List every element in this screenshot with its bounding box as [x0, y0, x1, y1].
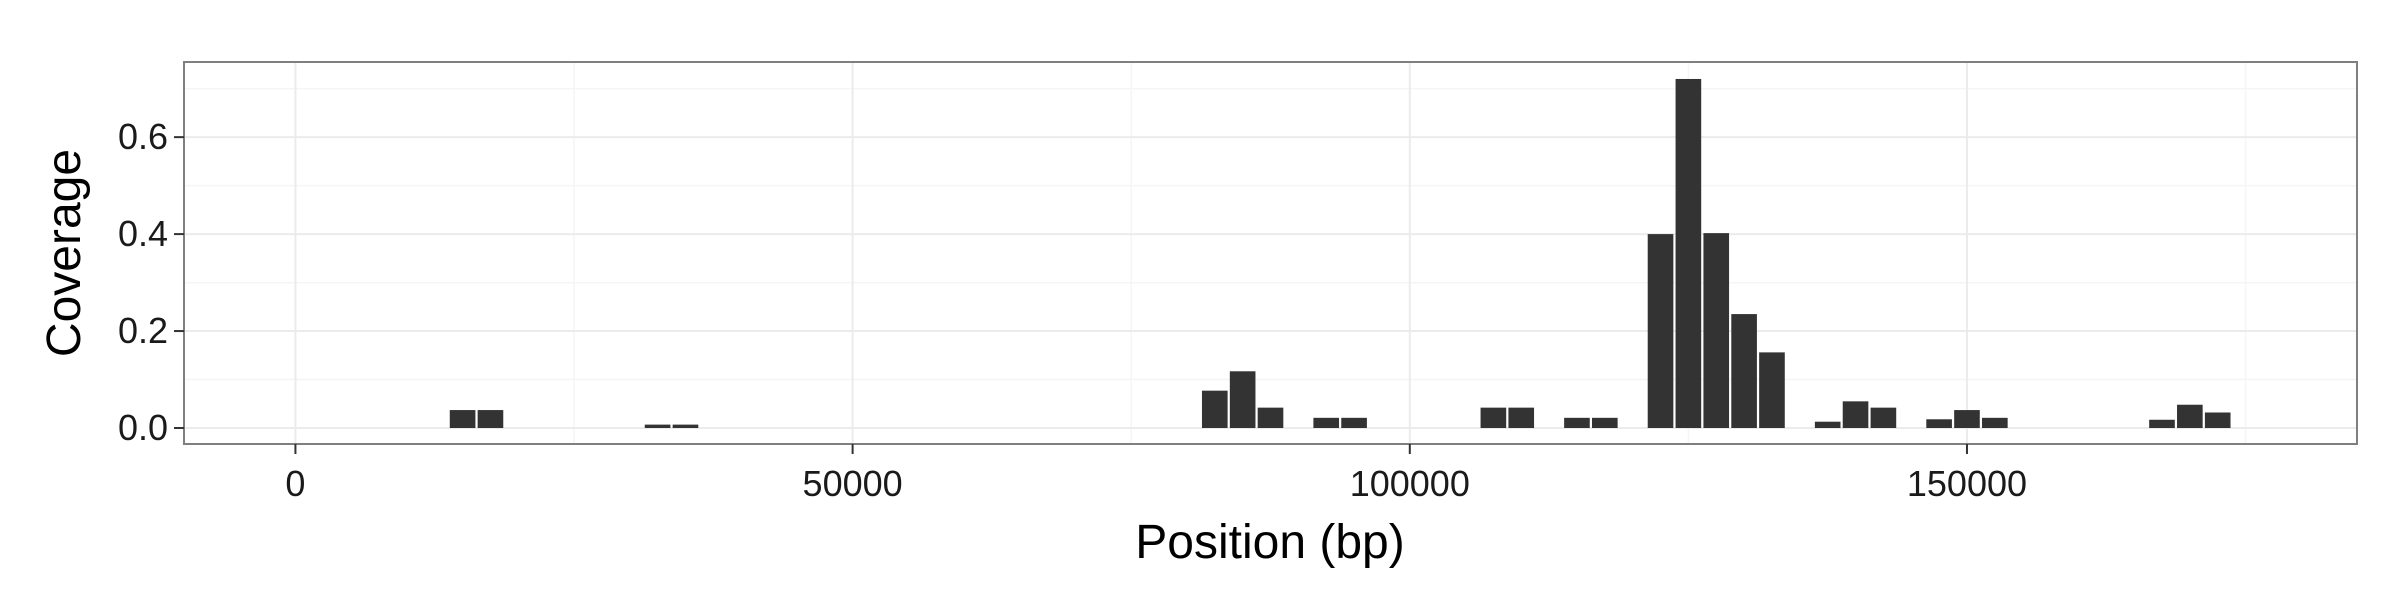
bar: [1313, 417, 1340, 429]
bar: [1982, 417, 2008, 429]
bar: [477, 410, 504, 429]
bar: [1201, 390, 1228, 429]
bar: [1257, 407, 1284, 429]
bar: [2204, 412, 2231, 429]
y-tick-label: 0.4: [118, 213, 168, 254]
y-tick-label: 0.0: [118, 407, 168, 448]
bar: [1341, 417, 1367, 429]
y-axis-title: Coverage: [38, 149, 91, 357]
plot-panel: [184, 62, 2357, 444]
y-tick-label: 0.2: [118, 310, 168, 351]
x-axis-ticks: 0 50000 100000 150000: [285, 444, 2027, 504]
bar: [1229, 371, 1256, 429]
x-tick-label: 0: [285, 463, 305, 504]
bar: [1731, 314, 1757, 429]
bar: [449, 410, 476, 429]
plot-border: [183, 61, 2358, 445]
bar: [1480, 407, 1507, 429]
x-tick-label: 50000: [803, 463, 903, 504]
x-tick-label: 150000: [1907, 463, 2027, 504]
bars-group: [449, 78, 2231, 429]
bar: [1647, 234, 1674, 429]
bar: [1870, 407, 1897, 429]
bar: [1591, 417, 1618, 429]
bar: [644, 424, 671, 429]
bar: [1926, 419, 1952, 429]
bar: [2177, 404, 2203, 429]
y-tick-label: 0.6: [118, 116, 168, 157]
bar: [1954, 410, 1980, 429]
bar: [1675, 78, 1702, 429]
bar: [1759, 352, 1785, 429]
bar: [1564, 417, 1590, 429]
bar: [2149, 419, 2175, 429]
bar: [1814, 421, 1841, 429]
bar: [1508, 407, 1535, 429]
y-axis-ticks: 0.0 0.2 0.4 0.6: [118, 116, 184, 448]
x-tick-label: 100000: [1350, 463, 1470, 504]
bar: [1842, 401, 1869, 429]
x-axis-title: Position (bp): [1135, 516, 1404, 569]
bar: [1703, 233, 1730, 429]
bar: [672, 424, 699, 429]
